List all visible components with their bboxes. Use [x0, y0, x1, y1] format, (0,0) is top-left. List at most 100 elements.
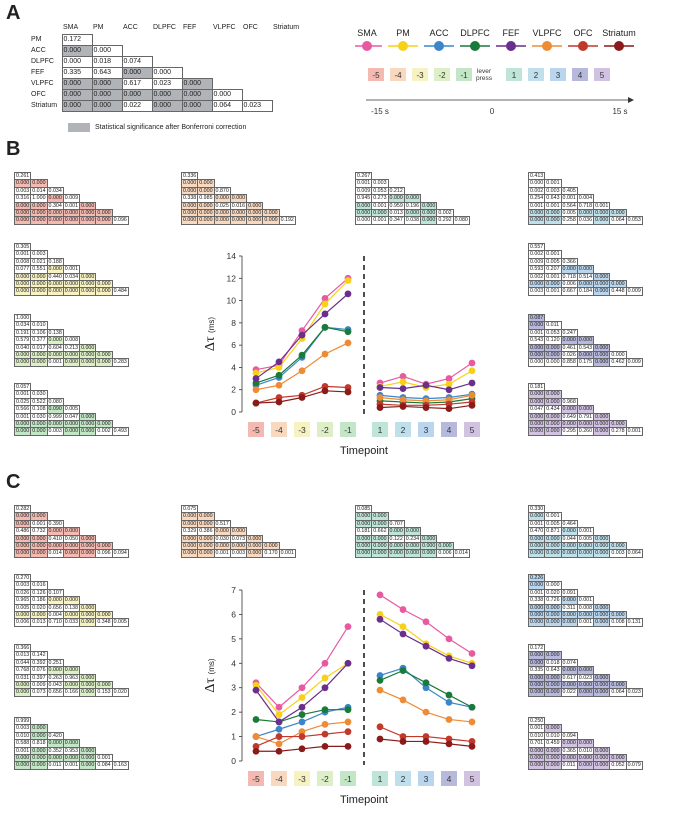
matrix-row: VLPFC 0.000 0.000 0.617 0.023 0.000	[30, 78, 302, 90]
matrix-cell: 0.718	[576, 201, 595, 211]
data-point-dlpfc	[422, 679, 430, 687]
panel-label-c: C	[6, 471, 21, 493]
matrix-cell: 0.484	[111, 287, 129, 296]
matrix-cell: 0.000	[354, 542, 373, 551]
matrix-cell: 0.000	[593, 209, 611, 218]
timeline-label: 1	[512, 71, 517, 80]
legend-label-pm: PM	[396, 28, 410, 38]
matrix-cell: 0.000	[576, 681, 595, 690]
matrix-cell: 0.000	[593, 280, 611, 289]
data-point-fef	[321, 310, 329, 318]
matrix-cell: 0.013	[13, 651, 32, 660]
data-point-vlpfc	[399, 696, 407, 704]
matrix-cell: 0.010	[527, 731, 546, 741]
matrix-cell: 0.034	[62, 272, 81, 282]
matrix-row: 0.000 0.000 0.410 0.050 0.000	[13, 534, 129, 544]
matrix-cell: 0.420	[46, 731, 64, 741]
series-line-pre-vlpfc	[255, 342, 349, 391]
matrix-row: 0.566 0.108 0.090 0.005	[13, 405, 129, 414]
matrix-cell: 0.001	[593, 201, 611, 211]
matrix-cell: 0.461	[560, 343, 578, 353]
data-point-fef	[422, 381, 430, 389]
matrix-cell: 0.440	[46, 272, 64, 282]
matrix-row: 0.001 0.003	[13, 250, 129, 259]
matrix-cell: 0.080	[452, 216, 470, 225]
matrix-cell: 0.000	[30, 746, 48, 756]
matrix-cell: 0.153	[95, 688, 113, 697]
matrix-cell: 0.000	[560, 666, 578, 675]
data-point-acc	[422, 684, 430, 692]
matrix-cell: 0.000	[262, 542, 280, 551]
matrix-cell: 0.000	[180, 216, 199, 225]
x-category-box--1	[340, 771, 356, 786]
matrix-cell: 0.258	[560, 216, 578, 225]
matrix-row: 0.000 0.000 0.707	[354, 519, 470, 529]
matrix-cell: 0.000	[560, 265, 578, 274]
matrix-cell: 0.000	[62, 287, 81, 296]
data-point-pm	[298, 694, 306, 701]
x-category-box--5	[248, 422, 264, 437]
x-category-box--3	[294, 771, 310, 786]
data-point-striatum	[445, 405, 453, 413]
x-category-box-2	[395, 771, 411, 786]
matrix-cell: 0.985	[197, 194, 215, 203]
matrix-row: 0.579 0.377 0.000 0.008	[13, 336, 129, 345]
matrix-cell: 0.022	[560, 688, 578, 697]
matrix-cell: 0.000	[62, 681, 81, 690]
matrix-cell: 0.413	[527, 171, 546, 181]
data-point-ofc	[399, 733, 407, 740]
matrix-row: 0.000 0.001	[527, 512, 643, 521]
matrix-cell: 0.096	[111, 216, 129, 225]
matrix-cell: 0.000	[403, 542, 422, 551]
matrix-cell: 0.001	[13, 390, 32, 399]
matrix-cell: 0.768	[13, 666, 32, 675]
matrix-cell: 0.000	[544, 412, 562, 422]
matrix-cell: 0.000	[560, 420, 578, 429]
matrix-row: 0.000 0.000 0.617 0.023 0.000	[527, 673, 643, 683]
matrix-cell: 0.000	[527, 390, 546, 399]
matrix-row: 0.366	[13, 643, 129, 653]
matrix-cell: 0.000	[197, 542, 215, 551]
matrix-cell: 0.000	[527, 681, 546, 690]
matrix-cell: 0.000	[560, 405, 578, 414]
matrix-cell: 0.000	[544, 688, 562, 697]
matrix-row: 0.002 0.003 0.405	[527, 186, 643, 196]
matrix-cell: 0.234	[403, 534, 422, 544]
matrix-row: 0.250	[527, 716, 643, 726]
matrix-cell: 0.196	[403, 201, 422, 211]
column-header-dlpfc: DLPFC	[153, 24, 176, 32]
matrix-cell: 0.001	[544, 272, 562, 282]
data-point-vlpfc	[298, 728, 306, 736]
matrix-cell: 0.000	[527, 658, 546, 668]
matrix-row: 0.000 0.000 0.000 0.000 0.000 0.000	[13, 280, 129, 289]
matrix-cell: 0.000	[180, 209, 199, 218]
legend-dot-dlpfc	[470, 41, 480, 51]
matrix-cell: 0.662	[371, 527, 389, 536]
matrix-cell: 0.001	[371, 216, 389, 225]
row-header-acc: ACC	[31, 46, 46, 54]
matrix-row: 0.001 0.030	[13, 390, 129, 399]
matrix-cell: 0.000	[180, 201, 199, 211]
matrix-cell: 0.000	[609, 681, 627, 690]
matrix-cell: 0.263	[46, 673, 64, 683]
matrix-cell: 0.588	[13, 739, 32, 748]
matrix-row: OFC 0.000 0.000 0.000 0.000 0.000 0.000	[30, 89, 302, 101]
matrix-cell: 0.001	[544, 201, 562, 211]
matrix-cell: 0.000	[544, 611, 562, 620]
matrix-cell: 0.000	[62, 666, 81, 675]
matrix-cell: 0.000	[30, 542, 48, 551]
matrix-cell: 0.557	[527, 242, 546, 252]
matrix-cell: 0.001	[527, 201, 546, 211]
matrix-cell: 0.044	[13, 658, 32, 668]
data-point-vlpfc	[344, 339, 352, 347]
matrix-cell: 0.701	[527, 739, 546, 748]
matrix-cell: 0.000	[79, 343, 97, 353]
matrix-cell: 0.000	[13, 179, 32, 188]
matrix-cell: 0.074	[121, 56, 153, 68]
matrix-row: 0.486 0.732 0.000 0.000	[13, 527, 129, 536]
data-point-vlpfc	[321, 350, 329, 358]
x-tick-label: -3	[298, 425, 306, 435]
matrix-cell: 0.464	[560, 519, 578, 529]
data-point-dlpfc	[252, 716, 260, 723]
matrix-cell: 0.000	[544, 216, 562, 225]
